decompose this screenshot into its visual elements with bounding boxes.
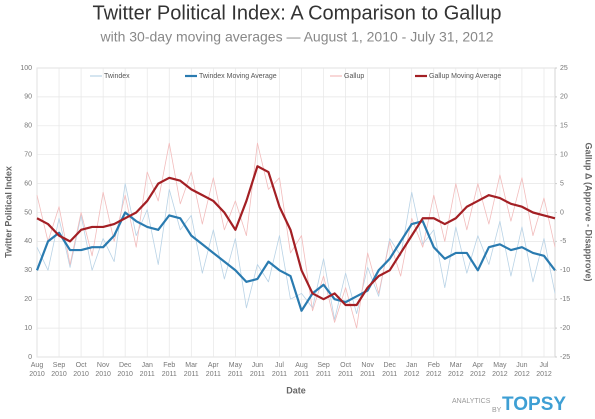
x-tick-label: 2011 — [382, 371, 397, 378]
x-tick-label: Jul — [275, 362, 284, 369]
x-tick-label: 2010 — [51, 371, 67, 378]
legend-label: Gallup — [344, 73, 364, 80]
x-tick-label: 2011 — [294, 371, 309, 378]
legend-label: Twindex Moving Average — [199, 73, 277, 80]
x-tick-label: Jun — [252, 362, 263, 369]
x-tick-label: Jul — [540, 362, 549, 369]
x-tick-label: Jan — [406, 362, 417, 369]
x-tick-label: 2010 — [95, 371, 111, 378]
y-tick-label: 90 — [24, 94, 32, 101]
x-tick-label: 2012 — [426, 371, 442, 378]
x-tick-label: Dec — [119, 362, 132, 369]
y-tick-label: 100 — [20, 65, 32, 72]
x-tick-label: 2011 — [140, 371, 155, 378]
series-line — [35, 211, 556, 312]
x-tick-label: 2012 — [536, 371, 552, 378]
y-tick-label: 60 — [24, 180, 32, 187]
x-tick-label: Apr — [208, 362, 220, 369]
x-tick-label: 2011 — [316, 371, 331, 378]
y2-axis-label: Gallup Δ (Approve - Disapprove) — [584, 143, 594, 282]
x-tick-label: Jan — [142, 362, 153, 369]
y-tick-label: 20 — [24, 296, 32, 303]
y-tick-label: 40 — [24, 238, 32, 245]
x-tick-label: 2011 — [272, 371, 287, 378]
x-tick-label: Dec — [383, 362, 396, 369]
x-tick-label: Mar — [185, 362, 198, 369]
y2-tick-label: -15 — [560, 296, 570, 303]
y-tick-label: 80 — [24, 123, 32, 130]
x-tick-label: May — [493, 362, 507, 369]
x-tick-label: 2012 — [404, 371, 420, 378]
x-tick-label: Sep — [53, 362, 66, 369]
y-tick-label: 50 — [24, 209, 32, 216]
x-tick-label: 2012 — [492, 371, 508, 378]
x-tick-label: 2011 — [250, 371, 265, 378]
y2-tick-label: 10 — [560, 152, 568, 159]
legend-label: Twindex — [104, 73, 130, 80]
x-tick-label: Aug — [31, 362, 44, 369]
chart-subtitle: with 30-day moving averages — August 1, … — [99, 29, 493, 45]
y-tick-label: 30 — [24, 267, 32, 274]
series-line — [36, 142, 556, 329]
x-tick-label: 2011 — [206, 371, 221, 378]
x-tick-label: 2011 — [184, 371, 199, 378]
footer-text: BY — [492, 407, 502, 414]
x-tick-label: Jun — [516, 362, 527, 369]
x-tick-label: Oct — [76, 362, 87, 369]
y2-tick-label: 15 — [560, 123, 568, 130]
x-tick-label: 2012 — [514, 371, 530, 378]
x-tick-label: Nov — [97, 362, 110, 369]
x-tick-label: Sep — [317, 362, 330, 369]
x-tick-label: 2010 — [73, 371, 89, 378]
x-tick-label: May — [229, 362, 243, 369]
y-axis-label: Twitter Political Index — [3, 166, 13, 258]
x-tick-label: Nov — [361, 362, 374, 369]
y-tick-label: 0 — [28, 354, 32, 361]
chart-title: Twitter Political Index: A Comparison to… — [92, 2, 501, 24]
y2-tick-label: 5 — [560, 180, 564, 187]
x-tick-label: 2011 — [228, 371, 243, 378]
x-tick-label: Oct — [340, 362, 351, 369]
x-tick-label: Mar — [450, 362, 463, 369]
x-tick-label: Feb — [428, 362, 440, 369]
x-tick-label: 2012 — [470, 371, 486, 378]
y-tick-label: 70 — [24, 152, 32, 159]
x-axis-label: Date — [286, 385, 306, 395]
x-tick-label: Feb — [163, 362, 175, 369]
footer-text: ANALYTICS — [452, 398, 491, 405]
x-tick-label: Aug — [295, 362, 308, 369]
y2-tick-label: 25 — [560, 65, 568, 72]
x-tick-label: Apr — [472, 362, 484, 369]
y2-tick-label: -25 — [560, 354, 570, 361]
footer-logo: TOPSY — [502, 394, 566, 415]
y2-tick-label: -10 — [560, 267, 570, 274]
x-tick-label: 2010 — [29, 371, 45, 378]
y2-tick-label: -5 — [560, 238, 566, 245]
series-line — [36, 165, 556, 307]
x-tick-label: 2010 — [117, 371, 133, 378]
x-tick-label: 2011 — [360, 371, 375, 378]
x-tick-label: 2012 — [448, 371, 464, 378]
y2-tick-label: 0 — [560, 209, 564, 216]
x-tick-label: 2011 — [338, 371, 353, 378]
y2-tick-label: -20 — [560, 325, 570, 332]
legend-label: Gallup Moving Average — [429, 73, 501, 80]
y-tick-label: 10 — [24, 325, 32, 332]
y2-tick-label: 20 — [560, 94, 568, 101]
x-tick-label: 2011 — [162, 371, 177, 378]
